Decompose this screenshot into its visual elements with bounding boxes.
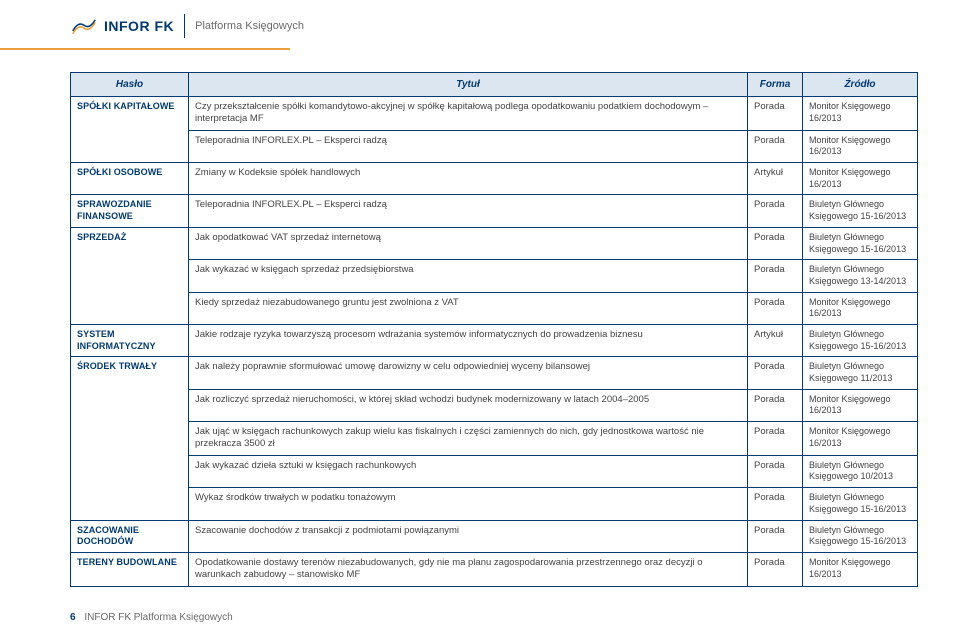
content-table: Hasło Tytuł Forma Źródło SPÓŁKI KAPITAŁO… (70, 72, 918, 587)
brand-fk: FK (154, 18, 174, 34)
logo-text: INFOR FK (104, 18, 174, 34)
source-cell: Biuletyn Głównego Księgowego 11/2013 (803, 357, 918, 389)
title-cell: Szacowanie dochodów z transakcji z podmi… (189, 520, 748, 552)
source-cell: Biuletyn Głównego Księgowego 15-16/2013 (803, 324, 918, 356)
category-cell: SPÓŁKI KAPITAŁOWE (71, 97, 189, 163)
title-cell: Opodatkowanie dostawy terenów niezabudow… (189, 552, 748, 586)
form-cell: Porada (748, 227, 803, 259)
title-cell: Teleporadnia INFORLEX.PL – Eksperci radz… (189, 195, 748, 227)
table-row: Jak ująć w księgach rachunkowych zakup w… (71, 422, 918, 456)
table-row: Jak wykazać dzieła sztuki w księgach rac… (71, 455, 918, 487)
col-forma: Forma (748, 73, 803, 97)
col-zrodlo: Źródło (803, 73, 918, 97)
brand-main: INFOR (104, 18, 150, 34)
form-cell: Artykuł (748, 163, 803, 195)
table-row: SYSTEM INFORMATYCZNYJakie rodzaje ryzyka… (71, 324, 918, 356)
table-row: ŚRODEK TRWAŁYJak należy poprawnie sformu… (71, 357, 918, 389)
form-cell: Porada (748, 130, 803, 162)
content-table-wrap: Hasło Tytuł Forma Źródło SPÓŁKI KAPITAŁO… (70, 72, 918, 587)
category-cell: SPRZEDAŻ (71, 227, 189, 324)
form-cell: Porada (748, 195, 803, 227)
orange-underline (0, 48, 290, 50)
title-cell: Jak ująć w księgach rachunkowych zakup w… (189, 422, 748, 456)
col-tytul: Tytuł (189, 73, 748, 97)
table-header-row: Hasło Tytuł Forma Źródło (71, 73, 918, 97)
form-cell: Porada (748, 520, 803, 552)
category-cell: ŚRODEK TRWAŁY (71, 357, 189, 520)
title-cell: Wykaz środków trwałych w podatku tonażow… (189, 488, 748, 520)
logo: INFOR FK (70, 15, 174, 37)
table-row: SPÓŁKI OSOBOWEZmiany w Kodeksie spółek h… (71, 163, 918, 195)
category-cell: SPRAWOZDANIE FINANSOWE (71, 195, 189, 227)
table-row: Teleporadnia INFORLEX.PL – Eksperci radz… (71, 130, 918, 162)
table-row: Jak rozliczyć sprzedaż nieruchomości, w … (71, 389, 918, 421)
table-row: SPRZEDAŻJak opodatkować VAT sprzedaż int… (71, 227, 918, 259)
form-cell: Porada (748, 260, 803, 292)
category-cell: SPÓŁKI OSOBOWE (71, 163, 189, 195)
title-cell: Jak opodatkować VAT sprzedaż internetową (189, 227, 748, 259)
source-cell: Monitor Księgowego 16/2013 (803, 163, 918, 195)
form-cell: Artykuł (748, 324, 803, 356)
title-cell: Kiedy sprzedaż niezabudowanego gruntu je… (189, 292, 748, 324)
table-row: SZACOWANIE DOCHODÓWSzacowanie dochodów z… (71, 520, 918, 552)
source-cell: Monitor Księgowego 16/2013 (803, 552, 918, 586)
title-cell: Jak należy poprawnie sformułować umowę d… (189, 357, 748, 389)
form-cell: Porada (748, 357, 803, 389)
source-cell: Biuletyn Głównego Księgowego 15-16/2013 (803, 520, 918, 552)
page-number: 6 (70, 612, 76, 623)
form-cell: Porada (748, 455, 803, 487)
form-cell: Porada (748, 422, 803, 456)
title-cell: Czy przekształcenie spółki komandytowo-a… (189, 97, 748, 131)
source-cell: Monitor Księgowego 16/2013 (803, 422, 918, 456)
form-cell: Porada (748, 488, 803, 520)
source-cell: Monitor Księgowego 16/2013 (803, 389, 918, 421)
form-cell: Porada (748, 552, 803, 586)
source-cell: Biuletyn Głównego Księgowego 15-16/2013 (803, 488, 918, 520)
source-cell: Monitor Księgowego 16/2013 (803, 97, 918, 131)
table-row: SPÓŁKI KAPITAŁOWECzy przekształcenie spó… (71, 97, 918, 131)
source-cell: Biuletyn Głównego Księgowego 13-14/2013 (803, 260, 918, 292)
table-row: Wykaz środków trwałych w podatku tonażow… (71, 488, 918, 520)
source-cell: Monitor Księgowego 16/2013 (803, 130, 918, 162)
form-cell: Porada (748, 97, 803, 131)
form-cell: Porada (748, 292, 803, 324)
table-row: TERENY BUDOWLANEOpodatkowanie dostawy te… (71, 552, 918, 586)
title-cell: Jak rozliczyć sprzedaż nieruchomości, w … (189, 389, 748, 421)
title-cell: Jak wykazać dzieła sztuki w księgach rac… (189, 455, 748, 487)
table-body: SPÓŁKI KAPITAŁOWECzy przekształcenie spó… (71, 97, 918, 587)
category-cell: TERENY BUDOWLANE (71, 552, 189, 586)
table-row: Jak wykazać w księgach sprzedaż przedsię… (71, 260, 918, 292)
title-cell: Jakie rodzaje ryzyka towarzyszą procesom… (189, 324, 748, 356)
table-row: SPRAWOZDANIE FINANSOWETeleporadnia INFOR… (71, 195, 918, 227)
vertical-separator (184, 14, 185, 38)
form-cell: Porada (748, 389, 803, 421)
category-cell: SYSTEM INFORMATYCZNY (71, 324, 189, 356)
title-cell: Teleporadnia INFORLEX.PL – Eksperci radz… (189, 130, 748, 162)
source-cell: Biuletyn Głównego Księgowego 15-16/2013 (803, 195, 918, 227)
page-footer: 6 INFOR FK Platforma Księgowych (70, 612, 233, 623)
source-cell: Biuletyn Głównego Księgowego 10/2013 (803, 455, 918, 487)
footer-text: INFOR FK Platforma Księgowych (84, 612, 232, 623)
platform-subtitle: Platforma Księgowych (195, 20, 304, 32)
logo-icon (70, 15, 98, 37)
table-row: Kiedy sprzedaż niezabudowanego gruntu je… (71, 292, 918, 324)
col-haslo: Hasło (71, 73, 189, 97)
title-cell: Jak wykazać w księgach sprzedaż przedsię… (189, 260, 748, 292)
page-header: INFOR FK Platforma Księgowych (70, 14, 304, 38)
source-cell: Biuletyn Głównego Księgowego 15-16/2013 (803, 227, 918, 259)
title-cell: Zmiany w Kodeksie spółek handlowych (189, 163, 748, 195)
category-cell: SZACOWANIE DOCHODÓW (71, 520, 189, 552)
source-cell: Monitor Księgowego 16/2013 (803, 292, 918, 324)
